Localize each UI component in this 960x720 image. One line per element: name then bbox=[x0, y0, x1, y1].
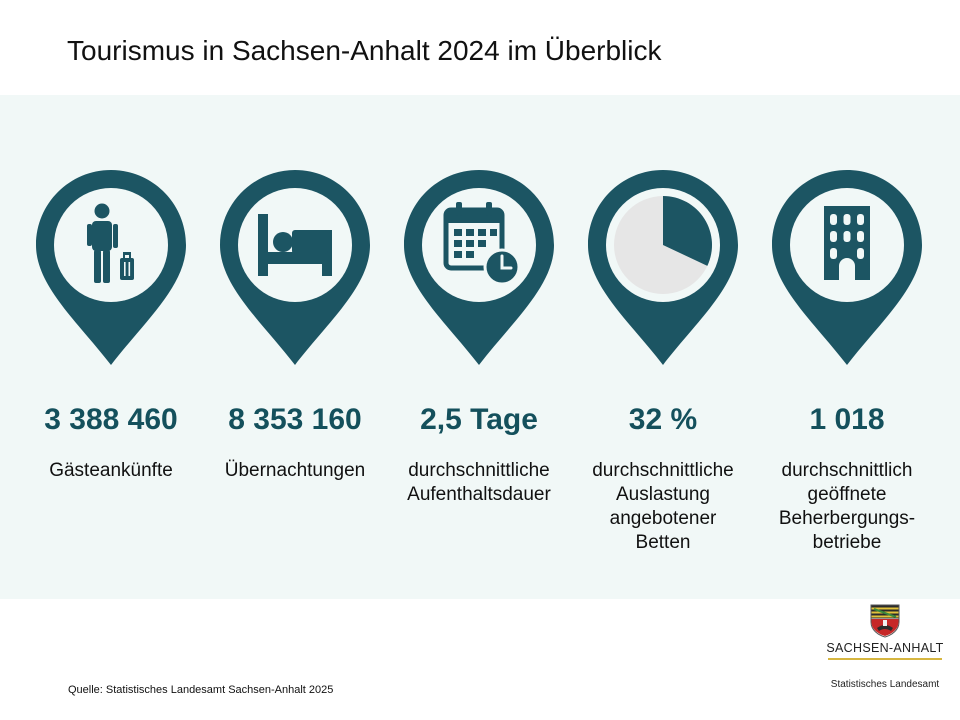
logo-divider bbox=[828, 658, 942, 660]
kpi-guest-arrivals: 3 388 460 Gästeankünfte bbox=[19, 95, 203, 599]
kpi-value: 32 % bbox=[628, 403, 698, 436]
kpi-bed-occupancy: 32 % durchschnittliche Auslastung angebo… bbox=[571, 95, 755, 599]
kpi-value: 1 018 bbox=[809, 403, 885, 436]
location-pin-marker bbox=[404, 170, 554, 365]
kpi-value: 2,5 Tage bbox=[420, 403, 538, 436]
bed-icon bbox=[258, 214, 332, 276]
kpi-value: 3 388 460 bbox=[44, 403, 178, 436]
building-icon bbox=[824, 206, 870, 280]
kpi-accommodation-establishments: 1 018 durchschnittlich geöffnete Beherbe… bbox=[755, 95, 939, 599]
page-title: Tourismus in Sachsen-Anhalt 2024 im Über… bbox=[67, 35, 662, 66]
kpi-value: 8 353 160 bbox=[228, 403, 362, 436]
kpi-average-stay: 2,5 Tage durchschnittliche Aufenthaltsda… bbox=[387, 95, 571, 599]
location-pin-marker bbox=[220, 170, 370, 365]
kpi-panel: 3 388 460 Gästeankünfte 8 353 160 Überna… bbox=[0, 95, 960, 599]
calendar-clock-icon bbox=[443, 202, 521, 286]
kpi-label: durchschnittlich geöffnete Beherbergungs… bbox=[778, 460, 916, 553]
kpi-label: Gästeankünfte bbox=[49, 460, 173, 481]
pie-chart-icon bbox=[614, 196, 713, 294]
kpi-overnight-stays: 8 353 160 Übernachtungen bbox=[203, 95, 387, 599]
kpi-label: durchschnittliche Auslastung angebotener… bbox=[592, 460, 734, 553]
occupancy-slice bbox=[663, 196, 713, 266]
location-pin-marker bbox=[772, 170, 922, 365]
logo-subtitle: Statistisches Landesamt bbox=[830, 679, 940, 690]
sachsen-anhalt-logo: SACHSEN-ANHALT Statistisches Landesamt bbox=[826, 604, 944, 694]
coat-of-arms-icon bbox=[870, 604, 900, 638]
kpi-label: Übernachtungen bbox=[224, 460, 366, 481]
kpi-label: durchschnittliche Aufenthaltsdauer bbox=[407, 460, 551, 505]
traveler-with-luggage-icon bbox=[87, 203, 134, 283]
location-pin-marker bbox=[36, 170, 186, 365]
logo-name: SACHSEN-ANHALT bbox=[826, 641, 944, 655]
location-pin-marker bbox=[588, 170, 738, 365]
source-note: Quelle: Statistisches Landesamt Sachsen-… bbox=[68, 684, 334, 696]
